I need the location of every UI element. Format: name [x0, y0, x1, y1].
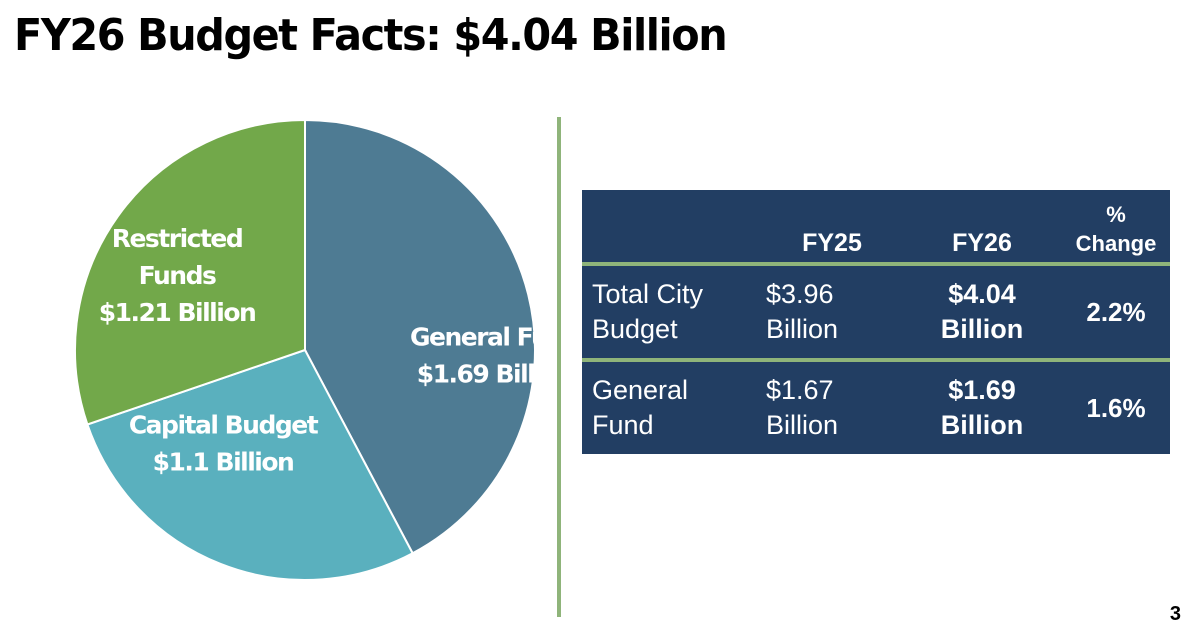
- header-empty: [582, 190, 762, 266]
- page-title: FY26 Budget Facts: $4.04 Billion: [14, 10, 728, 61]
- header-percent-change: % Change: [1062, 190, 1170, 266]
- table-header-row: FY25 FY26 % Change: [582, 190, 1170, 266]
- row-label: Total City Budget: [582, 264, 762, 362]
- fy26-value: $4.04 Billion: [902, 264, 1062, 362]
- fy25-value: $3.96 Billion: [762, 264, 902, 362]
- pie-label-restricted-funds: Restricted Funds $1.21 Billion: [99, 224, 256, 327]
- budget-comparison-table: FY25 FY26 % Change Total City Budget $3.9…: [582, 190, 1170, 454]
- pie-slice-general-fund: [304, 118, 537, 555]
- header-fy26: FY26: [902, 190, 1062, 266]
- fy26-value: $1.69 Billion: [940, 375, 1024, 440]
- pie-slice-restricted-funds: [74, 118, 306, 426]
- table-row: Total City Budget $3.96 Billion $4.04 Billi…: [582, 264, 1170, 362]
- percent-change-value: 1.6%: [1086, 392, 1146, 423]
- vertical-divider: [557, 117, 561, 617]
- pie-label-capital-budget: Capital Budget $1.1 Billion: [129, 411, 319, 477]
- table-row: General Fund $1.67 Billion $1.69 Billion 1.…: [582, 360, 1170, 454]
- pie-label-general-fund: General Fund$1.69 Billion: [410, 323, 540, 389]
- fy25-value: $1.67 Billion: [766, 375, 839, 440]
- page-number: 3: [1169, 603, 1181, 625]
- budget-pie-chart: General Fund$1.69 Billion Capital Budget$…: [74, 118, 540, 582]
- header-fy25: FY25: [762, 190, 902, 266]
- row-label: General Fund: [592, 375, 689, 440]
- percent-change-value: 2.2%: [1062, 264, 1170, 362]
- pie-slice-capital-budget: [86, 348, 414, 582]
